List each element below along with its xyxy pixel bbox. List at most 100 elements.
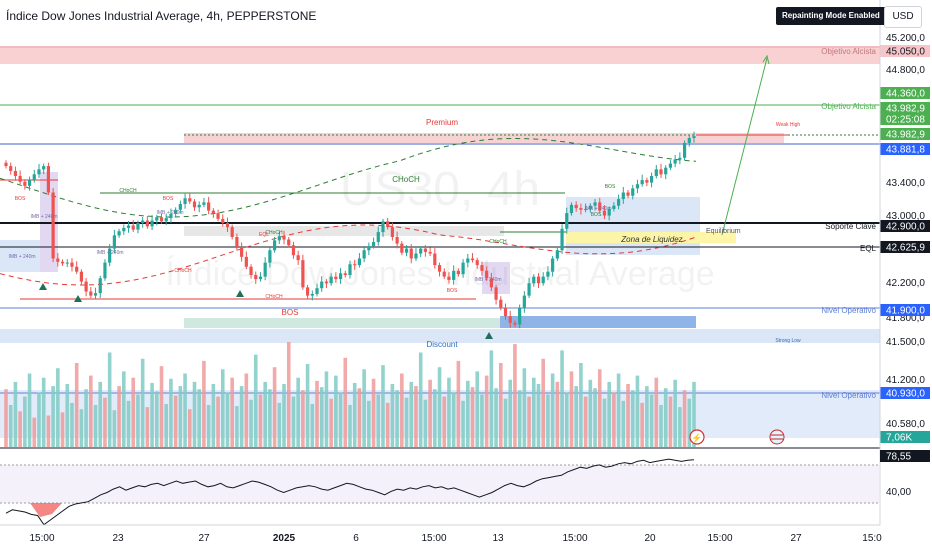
candle [108,248,112,263]
candle [169,213,173,219]
liquidity-zone [566,232,736,243]
volume-bar [136,394,140,447]
candle [508,316,512,323]
volume-bar [649,394,654,447]
volume-bar [367,400,371,447]
currency-selector[interactable]: USD [884,6,922,28]
structure-label: BOS [15,196,26,202]
volume-bar [46,415,51,447]
volume-bar [211,384,216,447]
structure-label: CHoCH [174,268,192,274]
objective-zone [0,46,880,64]
candle [93,293,98,296]
weak-high-label: Weak High [776,122,801,128]
volume-bar [187,409,192,447]
candle [126,225,131,228]
candle [37,169,41,175]
volume-bar [555,381,560,447]
candle [433,253,437,266]
volume-bar [37,392,41,447]
y-tick-label: 42.200,0 [886,278,925,289]
candle [32,174,36,181]
rsi-oversold-fill [30,503,62,517]
candle [668,163,673,168]
price-tag [880,87,930,99]
candle [649,175,654,183]
candle [65,262,69,264]
volume-bar [579,363,583,447]
x-tick-label: 23 [112,533,124,544]
volume-bar [659,405,663,447]
price-tag [880,387,930,399]
volume-bar [145,407,150,447]
volume-bar [18,411,22,447]
candle [84,281,88,292]
volume-bar [197,389,202,447]
volume-bar [409,381,414,447]
discount-zone-a [184,318,500,328]
candle [598,202,602,211]
rsi-value-label: 78,55 [886,452,911,463]
volume-bar [602,398,607,447]
premium-zone [184,133,784,143]
candle [357,258,362,266]
volume-bar [154,391,159,447]
volume-bar [357,388,362,447]
candle [122,227,126,232]
x-tick-label: 15:0 [862,533,882,544]
candle [485,270,489,279]
volume-bar [678,407,682,447]
volume-bar [268,389,272,447]
volume-bar [645,386,649,447]
volume-bar [546,394,550,447]
candle [447,276,451,280]
volume-bar [51,386,55,447]
volume-bar [230,377,234,447]
candle [466,258,470,263]
candle [258,276,263,280]
volume-bar [564,392,569,447]
ob-label: IMB + 240m [474,277,501,283]
candle [183,198,187,205]
price-tag-label: 45.050,0 [886,47,925,58]
candle [659,169,663,175]
volume-bar [423,399,428,447]
volume-bar [498,363,503,447]
structure-label: BOS [447,288,458,294]
price-tag [880,128,930,140]
lightning-icon: ⚡ [691,432,702,444]
candle [452,270,456,280]
candle [678,157,682,160]
candle [263,262,267,277]
candle [532,276,536,284]
level-label: Nivel Operativo [821,391,876,400]
candle [324,281,329,284]
repainting-mode-badge[interactable]: Repainting Mode Enabled [776,7,886,25]
candle [197,204,201,208]
watermark-symbol: US30, 4h [340,163,540,216]
pivot-low-marker [236,290,244,297]
volume-bar [70,402,74,447]
candle [18,175,22,182]
volume-bar [89,375,93,447]
volume-bar [324,371,329,447]
volume-bar [202,360,206,447]
candle [414,253,418,259]
level-label: Soporte Clave [825,222,876,231]
candle [75,266,79,272]
candle [51,192,55,259]
x-tick-label: 15:00 [562,533,587,544]
equilibrium-zone [184,226,504,236]
volume-bar [480,394,484,447]
volume-bar [607,381,611,447]
candle [221,218,225,224]
volume-bar [692,381,696,447]
price-tag [880,431,930,443]
volume-bar [13,381,18,447]
structure-label: BOS [591,212,602,218]
candle [338,273,343,280]
candle [273,240,277,251]
candle [682,142,687,158]
volume-bar [253,354,258,447]
